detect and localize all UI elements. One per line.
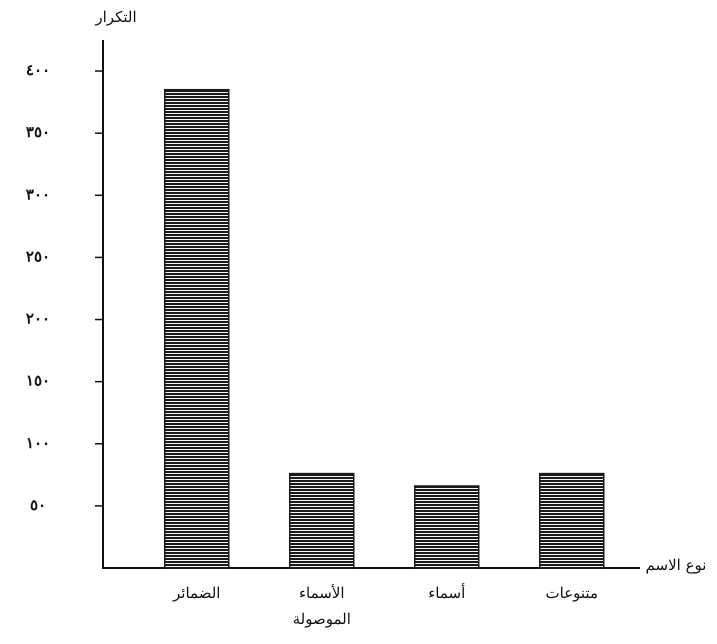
x-tick-label: الأسماء الموصولة <box>292 584 351 628</box>
x-axis-label: نوع الاسم <box>646 556 707 574</box>
y-axis-label: التكرار <box>94 8 136 26</box>
bar <box>164 88 230 569</box>
bar <box>539 472 605 569</box>
y-tick-label: ٢٠٠ <box>26 310 50 328</box>
bar <box>289 472 355 569</box>
bar <box>414 485 480 569</box>
y-tick-label: ١٥٠ <box>26 372 50 390</box>
x-tick-label: متنوعات <box>545 584 598 602</box>
y-tick-label: ١٠٠ <box>26 434 50 452</box>
y-tick-label: ٣٠٠ <box>26 185 50 203</box>
y-tick-label: ٣٥٠ <box>26 123 50 141</box>
y-tick-label: ٥٠ <box>30 496 46 514</box>
x-tick-label: الضمائر <box>173 584 221 602</box>
y-tick-label: ٢٥٠ <box>26 247 50 265</box>
x-tick-label: أسماء <box>428 584 466 602</box>
y-tick-label: ٤٠٠ <box>26 61 50 79</box>
